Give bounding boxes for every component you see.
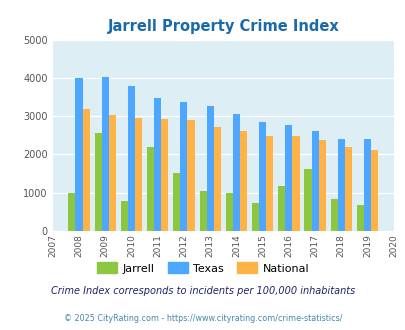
Bar (363, 139, 370, 231)
Bar (232, 114, 239, 231)
Bar (344, 147, 351, 231)
Bar (102, 77, 109, 231)
Bar (337, 139, 344, 231)
Bar (147, 147, 154, 231)
Bar (173, 173, 180, 231)
Bar (304, 169, 311, 231)
Bar (82, 109, 90, 231)
Text: © 2025 CityRating.com - https://www.cityrating.com/crime-statistics/: © 2025 CityRating.com - https://www.city… (64, 314, 341, 323)
Bar (109, 115, 115, 231)
Bar (285, 125, 292, 231)
Bar (68, 193, 75, 231)
Bar (318, 140, 325, 231)
Bar (135, 118, 142, 231)
Bar (239, 131, 246, 231)
Bar (94, 133, 102, 231)
Bar (311, 131, 318, 231)
Bar (330, 199, 337, 231)
Bar (128, 85, 135, 231)
Bar (213, 127, 220, 231)
Bar (225, 193, 232, 231)
Legend: Jarrell, Texas, National: Jarrell, Texas, National (92, 258, 313, 278)
Bar (258, 122, 266, 231)
Title: Jarrell Property Crime Index: Jarrell Property Crime Index (107, 19, 338, 34)
Bar (370, 150, 377, 231)
Bar (292, 136, 299, 231)
Bar (206, 106, 213, 231)
Bar (187, 120, 194, 231)
Bar (154, 98, 161, 231)
Bar (121, 201, 128, 231)
Bar (161, 119, 168, 231)
Text: Crime Index corresponds to incidents per 100,000 inhabitants: Crime Index corresponds to incidents per… (51, 286, 354, 296)
Bar (252, 203, 258, 231)
Bar (356, 205, 363, 231)
Bar (75, 78, 82, 231)
Bar (277, 186, 285, 231)
Bar (199, 191, 206, 231)
Bar (180, 102, 187, 231)
Bar (266, 136, 273, 231)
